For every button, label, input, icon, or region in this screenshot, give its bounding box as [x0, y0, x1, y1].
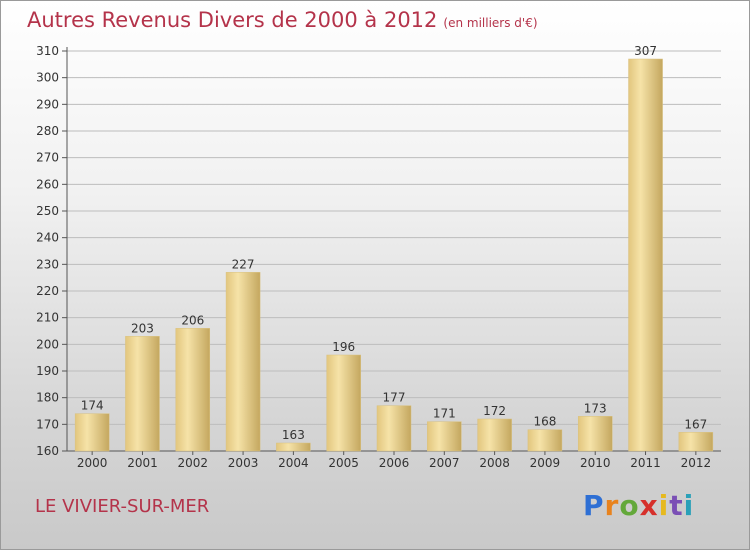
bar	[678, 432, 714, 452]
bar	[326, 354, 361, 452]
bar-value-label: 172	[483, 404, 506, 418]
x-tick-label: 2007	[429, 456, 460, 470]
chart-unit: (en milliers d'€)	[443, 16, 538, 30]
y-tick-label: 240	[36, 231, 59, 245]
bar-value-label: 307	[634, 44, 657, 58]
y-tick-label: 200	[36, 337, 59, 351]
bar	[427, 421, 462, 452]
x-tick-label: 2009	[530, 456, 561, 470]
y-tick-label: 210	[36, 311, 59, 325]
bar-value-label: 174	[81, 399, 104, 413]
x-tick-label: 2006	[379, 456, 410, 470]
x-tick-labels: 2000 2001 2002 2003 2004 2005 2006 2007 2008 2009…	[77, 456, 711, 470]
x-tick-label: 2008	[479, 456, 510, 470]
bar	[175, 328, 211, 452]
x-tick-label: 2002	[177, 456, 208, 470]
x-tick-label: 2001	[127, 456, 158, 470]
logo-letter: x	[639, 489, 659, 522]
y-tick-labels: 160 170 180 190 200 210 220 230 240 250 260 270 280 2…	[36, 44, 59, 458]
x-tick-label: 2003	[228, 456, 259, 470]
y-tick-label: 230	[36, 257, 59, 271]
chart-title-text: Autres Revenus Divers de 2000 à 2012	[27, 8, 438, 32]
bar-value-label: 177	[383, 391, 406, 405]
bar-value-label: 206	[181, 313, 204, 327]
logo-letter: i	[683, 489, 695, 522]
x-tick-label: 2004	[278, 456, 309, 470]
bar-value-labels: 174 203 206 227 163 196 177 171 172 168 173 307 167	[81, 44, 708, 442]
x-tick-label: 2012	[681, 456, 712, 470]
logo-letter: r	[604, 489, 620, 522]
proxiti-logo: Proxiti	[583, 489, 694, 522]
bars	[74, 58, 714, 452]
logo-letter: o	[619, 489, 640, 522]
bar	[225, 272, 261, 452]
x-tick-label: 2005	[328, 456, 359, 470]
bar-value-label: 173	[584, 401, 607, 415]
y-tick-label: 220	[36, 284, 59, 298]
y-tick-label: 180	[36, 391, 59, 405]
bar	[577, 416, 613, 452]
y-tick-label: 300	[36, 71, 59, 85]
bar-value-label: 203	[131, 321, 154, 335]
bar-value-label: 167	[684, 417, 707, 431]
commune-name: LE VIVIER-SUR-MER	[35, 496, 210, 517]
chart-title: Autres Revenus Divers de 2000 à 2012 (en …	[27, 8, 538, 32]
x-tick-label: 2011	[630, 456, 661, 470]
bar	[527, 429, 563, 452]
y-tick-label: 280	[36, 124, 59, 138]
bar-value-label: 196	[332, 340, 355, 354]
bar	[628, 58, 663, 452]
y-tick-label: 170	[36, 417, 59, 431]
logo-letter: P	[583, 489, 605, 522]
bar	[125, 336, 160, 452]
bar	[74, 413, 110, 452]
y-tick-label: 190	[36, 364, 59, 378]
y-tick-label: 270	[36, 151, 59, 165]
logo-letter: t	[669, 489, 684, 522]
bar-value-label: 227	[232, 257, 255, 271]
bar	[276, 442, 311, 452]
y-tick-label: 310	[36, 44, 59, 58]
bar-value-label: 171	[433, 407, 456, 421]
bar	[477, 418, 512, 452]
x-tick-label: 2010	[580, 456, 611, 470]
y-tick-label: 160	[36, 444, 59, 458]
x-tick-label: 2000	[77, 456, 108, 470]
y-tick-label: 260	[36, 177, 59, 191]
y-tick-label: 250	[36, 204, 59, 218]
bar-value-label: 168	[533, 415, 556, 429]
bar-value-label: 163	[282, 428, 305, 442]
y-tick-label: 290	[36, 97, 59, 111]
bar	[376, 405, 412, 452]
logo-letter: i	[658, 489, 670, 522]
